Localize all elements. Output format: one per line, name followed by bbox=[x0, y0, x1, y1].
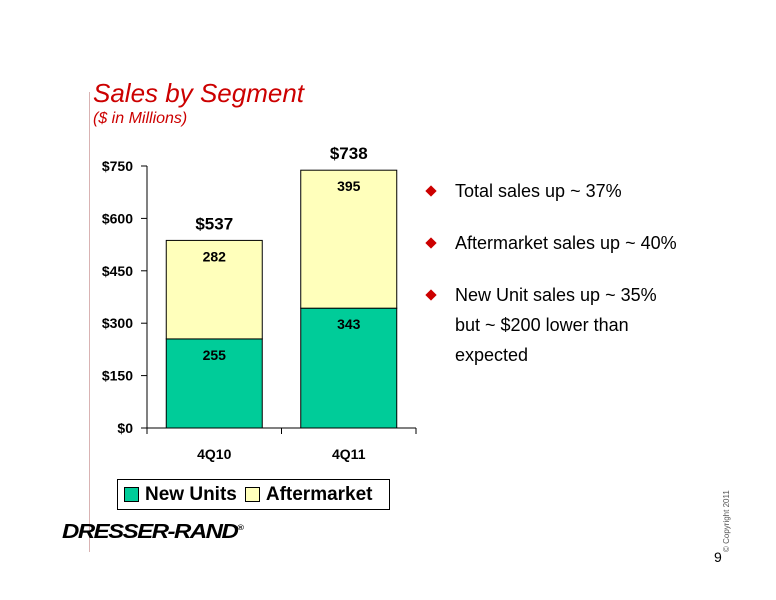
legend-label-new-units: New Units bbox=[145, 483, 237, 505]
bullet-line: New Unit sales up ~ 35% bbox=[455, 285, 657, 305]
bullet-line: but ~ $200 lower than bbox=[455, 315, 629, 335]
bullet-item: New Unit sales up ~ 35% but ~ $200 lower… bbox=[425, 280, 727, 370]
legend-item-new-units: New Units bbox=[124, 484, 237, 506]
bullet-item: Total sales up ~ 37% bbox=[425, 176, 727, 206]
bar-value-label: 343 bbox=[337, 316, 361, 332]
bullet-line: Aftermarket sales up ~ 40% bbox=[455, 233, 677, 253]
y-tick-label: $0 bbox=[117, 420, 133, 436]
bar-total-label: $738 bbox=[330, 144, 368, 163]
bullet-text: Total sales up ~ 37% bbox=[455, 176, 622, 206]
copyright-notice: © Copyright 2011 bbox=[722, 490, 731, 552]
bar-value-label: 255 bbox=[203, 347, 227, 363]
bullet-item: Aftermarket sales up ~ 40% bbox=[425, 228, 727, 258]
bullet-line: expected bbox=[455, 345, 529, 365]
bullet-text: New Unit sales up ~ 35% but ~ $200 lower… bbox=[455, 280, 657, 370]
page-number: 9 bbox=[714, 549, 722, 565]
bar-segment-new-units bbox=[165, 338, 263, 429]
slide-title: Sales by Segment bbox=[93, 78, 305, 108]
x-tick-label: 4Q11 bbox=[332, 446, 366, 462]
y-tick-label: $450 bbox=[102, 263, 133, 279]
y-tick-label: $750 bbox=[102, 158, 133, 174]
bar-value-label: 395 bbox=[337, 178, 361, 194]
diamond-bullet-icon bbox=[425, 185, 437, 197]
legend-swatch-aftermarket bbox=[244, 487, 260, 502]
y-tick-label: $600 bbox=[102, 210, 133, 226]
bullet-list: Total sales up ~ 37% Aftermarket sales u… bbox=[425, 176, 727, 392]
legend-item-aftermarket: Aftermarket bbox=[244, 483, 373, 506]
dresser-rand-logo: DRESSER-RAND® bbox=[62, 520, 244, 544]
bar-value-label: 282 bbox=[203, 248, 227, 264]
logo-text: DRESSER-RAND bbox=[62, 520, 239, 543]
x-tick-label: 4Q10 bbox=[197, 446, 231, 462]
bullet-text: Aftermarket sales up ~ 40% bbox=[455, 228, 677, 258]
legend-label-aftermarket: Aftermarket bbox=[265, 483, 373, 505]
bar-segment-new-units bbox=[300, 307, 398, 429]
y-tick-label: $150 bbox=[102, 368, 133, 384]
logo-registered-mark: ® bbox=[237, 523, 244, 532]
chart-legend: New Units Aftermarket bbox=[117, 479, 390, 510]
diamond-bullet-icon bbox=[425, 237, 437, 249]
bar-total-label: $537 bbox=[195, 214, 233, 233]
slide-subtitle: ($ in Millions) bbox=[93, 110, 188, 127]
diamond-bullet-icon bbox=[425, 289, 437, 301]
bullet-line: Total sales up ~ 37% bbox=[455, 181, 622, 201]
y-tick-label: $300 bbox=[102, 315, 133, 331]
bar-segment-aftermarket bbox=[300, 169, 398, 309]
bar-segment-aftermarket bbox=[165, 239, 263, 340]
slide-divider-line bbox=[89, 92, 90, 552]
legend-swatch-new-units bbox=[124, 487, 139, 502]
